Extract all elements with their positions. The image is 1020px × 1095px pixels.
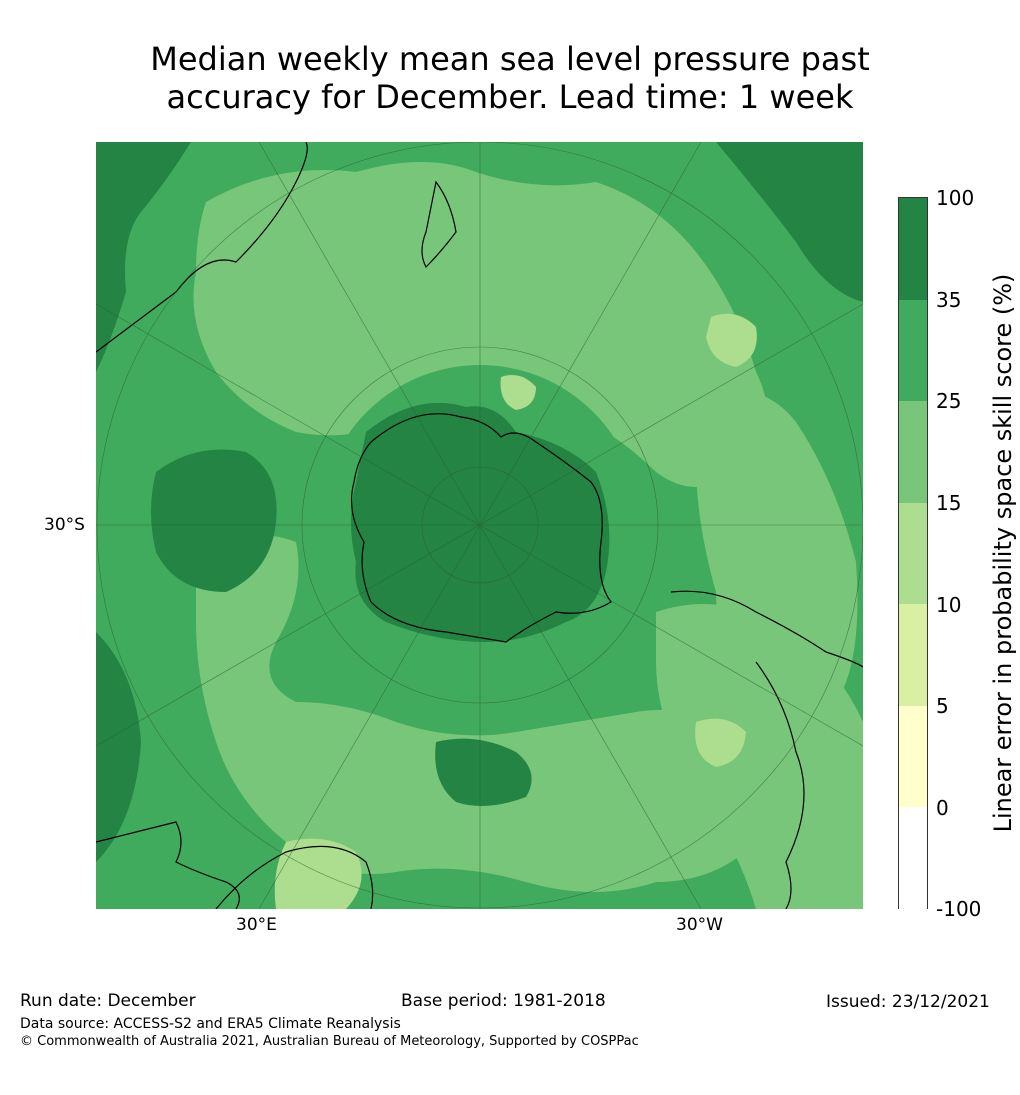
colorbar-label: Linear error in probability space skill … bbox=[989, 273, 1017, 833]
map-svg bbox=[96, 142, 863, 909]
colorbar-segment-35-100 bbox=[899, 198, 927, 300]
run-date: Run date: December bbox=[20, 991, 196, 1011]
coastline-australia bbox=[96, 142, 308, 353]
lon-label-30e: 30°E bbox=[236, 915, 277, 935]
colorbar-segment-5-10 bbox=[899, 604, 927, 706]
polar-map bbox=[96, 142, 863, 909]
data-source: Data source: ACCESS-S2 and ERA5 Climate … bbox=[20, 1016, 401, 1032]
colorbar-segment-15-25 bbox=[899, 401, 927, 503]
field-dark-ne bbox=[716, 142, 863, 302]
chart-title: Median weekly mean sea level pressure pa… bbox=[0, 40, 1020, 116]
colorbar-tick-100: 100 bbox=[936, 186, 975, 210]
field-dark-patch-west bbox=[151, 449, 277, 592]
lon-label-30w: 30°W bbox=[676, 915, 723, 935]
colorbar-segment-0-5 bbox=[899, 706, 927, 807]
field-dark-sw bbox=[96, 632, 141, 862]
colorbar-segment-25-35 bbox=[899, 300, 927, 401]
field-10-15-patch-3 bbox=[695, 718, 746, 767]
coastline-antarctica bbox=[350, 413, 612, 643]
colorbar-tick-0: 0 bbox=[936, 796, 949, 820]
field-10-15-patch-2 bbox=[500, 374, 536, 410]
base-period: Base period: 1981-2018 bbox=[401, 991, 606, 1011]
copyright: © Commonwealth of Australia 2021, Austra… bbox=[20, 1034, 639, 1049]
title-line-1: Median weekly mean sea level pressure pa… bbox=[150, 40, 870, 78]
coastlines bbox=[96, 142, 863, 909]
field-dark-nw bbox=[96, 142, 191, 372]
coastline-africa bbox=[96, 821, 240, 909]
colorbar-tick-15: 15 bbox=[936, 491, 962, 515]
colorbar-tick-5: 5 bbox=[936, 694, 949, 718]
graticule-meridian-4 bbox=[96, 303, 863, 747]
colorbar-tick-25: 25 bbox=[936, 389, 962, 413]
field-15-25-north bbox=[193, 162, 768, 487]
field-10-15-patch-4 bbox=[274, 838, 362, 909]
field-15-25-south bbox=[656, 604, 863, 909]
title-line-2: accuracy for December. Lead time: 1 week bbox=[166, 78, 854, 116]
coastline-southern-africa bbox=[215, 845, 374, 909]
field-10-15-patch-1 bbox=[706, 313, 757, 367]
graticule bbox=[96, 142, 863, 909]
colorbar-tick-10: 10 bbox=[936, 593, 962, 617]
colorbar-segment-10-15 bbox=[899, 503, 927, 604]
colorbar-tick-35: 35 bbox=[936, 288, 962, 312]
lat-label-30s: 30°S bbox=[44, 515, 85, 535]
field-15-25-ring bbox=[196, 535, 763, 892]
colorbar-segment-neg100-0 bbox=[899, 807, 927, 910]
colorbar-tick-neg100: -100 bbox=[936, 897, 982, 921]
coastline-new-zealand bbox=[421, 180, 457, 268]
field-dark-patch-south bbox=[435, 738, 532, 806]
colorbar bbox=[898, 197, 928, 910]
coastline-south-america bbox=[670, 590, 863, 668]
issued-date: Issued: 23/12/2021 bbox=[826, 992, 990, 1012]
coastline-south-america-west bbox=[755, 661, 805, 909]
